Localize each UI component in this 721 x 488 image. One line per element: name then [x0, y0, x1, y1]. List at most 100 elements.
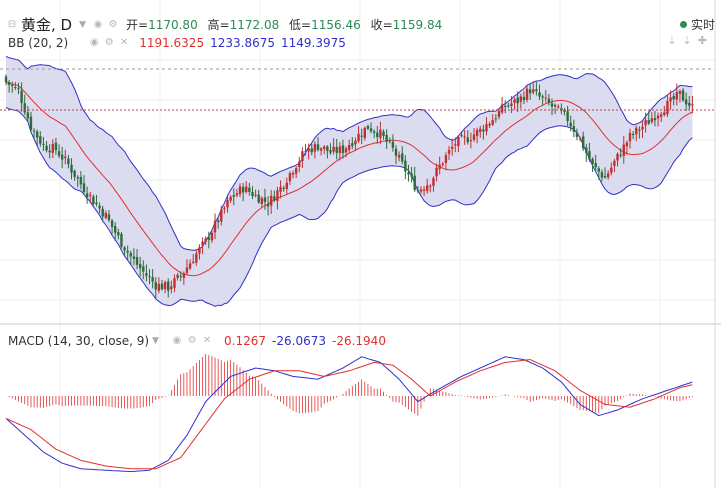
candle-body [54, 142, 58, 151]
candle [126, 245, 129, 261]
candle [338, 142, 342, 161]
eye-icon[interactable]: ◉ [172, 335, 182, 346]
macd-legend: MACD (14, 30, close, 9) ▼ ◉ ⚙ ✕ 0.1267 -… [8, 334, 386, 348]
candle [672, 92, 675, 106]
candle-body [251, 191, 254, 197]
candle-body [376, 132, 379, 138]
collapse-icon[interactable]: ⊟ [7, 18, 17, 30]
candle-body [635, 127, 638, 135]
candle [207, 231, 210, 249]
candle [666, 94, 669, 118]
chevron-down-icon[interactable]: ▼ [79, 19, 87, 30]
candle-body [179, 275, 182, 277]
symbol-title: 黄金, D [21, 16, 73, 34]
candle [104, 210, 108, 220]
candle-body [288, 173, 292, 182]
macd-value: -26.0673 [272, 334, 326, 348]
candle [426, 178, 429, 194]
candle [329, 143, 332, 155]
candle-body [585, 147, 588, 153]
candle-body [95, 202, 98, 205]
candle [606, 170, 610, 180]
candle-body [307, 148, 310, 152]
candle-body [675, 92, 678, 100]
candle-body [129, 252, 132, 257]
candle [70, 158, 73, 180]
candle-body [117, 232, 120, 236]
eye-icon[interactable]: ◉ [93, 18, 103, 30]
candle-body [154, 282, 157, 290]
candle [582, 131, 585, 151]
candle [89, 191, 92, 204]
candle-body [4, 76, 8, 83]
candle-body [201, 241, 204, 246]
candle-body [254, 194, 257, 196]
settings-icon[interactable]: ⚙ [187, 335, 197, 346]
candle [323, 145, 326, 155]
candle [257, 189, 260, 204]
candle [288, 171, 292, 186]
candle-body [7, 81, 11, 85]
candle [397, 151, 401, 162]
candle [588, 142, 591, 162]
candle-body [475, 129, 479, 136]
candle-body [660, 114, 663, 117]
candle [220, 205, 223, 226]
candle [429, 183, 432, 193]
candle-body [198, 247, 201, 254]
candle [291, 170, 295, 179]
candle-body [628, 132, 632, 142]
candle-body [114, 226, 117, 233]
candle [285, 177, 288, 195]
candle [326, 145, 329, 159]
candle [372, 129, 376, 138]
candle-body [120, 233, 123, 247]
candle [638, 126, 641, 139]
candle-body [245, 186, 248, 192]
candle [547, 93, 551, 106]
candle [238, 183, 242, 198]
candle-body [148, 276, 151, 278]
candle [522, 91, 526, 105]
candle-body [335, 147, 338, 153]
candle-body [192, 261, 195, 263]
candle [388, 137, 391, 144]
candle [135, 249, 139, 270]
candle-body [301, 151, 304, 162]
candle [188, 259, 192, 270]
candle [213, 213, 217, 240]
candle-body [14, 86, 17, 88]
settings-icon[interactable]: ⚙ [104, 37, 114, 48]
candle [469, 132, 473, 149]
close-icon[interactable]: ✕ [119, 37, 129, 48]
realtime-indicator[interactable]: 实时 [679, 16, 715, 33]
candle-body [638, 129, 641, 131]
candle-body [160, 283, 164, 290]
candle-body [472, 134, 476, 140]
candle-body [60, 154, 64, 160]
scale-tools[interactable]: ⇣⇣✚ [667, 34, 713, 47]
candle [232, 188, 235, 206]
candle-body [138, 264, 142, 269]
candle-body [669, 97, 672, 102]
chevron-down-icon[interactable]: ▼ [152, 336, 160, 346]
candle [101, 205, 104, 221]
candle [51, 139, 54, 158]
candle [631, 131, 635, 140]
candle-body [479, 128, 482, 132]
eye-icon[interactable]: ◉ [89, 37, 99, 48]
settings-icon[interactable]: ⚙ [108, 18, 118, 30]
candle [276, 186, 279, 210]
candle [625, 140, 629, 155]
candle [170, 280, 173, 294]
bb-legend: BB (20, 2) ◉ ⚙ ✕ 1191.6325 1233.8675 114… [8, 36, 346, 50]
macd-label: MACD (14, 30, close, 9) [8, 334, 150, 348]
candle-body [438, 164, 441, 170]
candle [466, 130, 469, 145]
open-label: 开= [126, 18, 149, 32]
candle-body [419, 189, 423, 192]
candle-body [547, 98, 551, 103]
candle-body [145, 273, 148, 276]
close-icon[interactable]: ✕ [202, 335, 212, 346]
candle-body [613, 160, 616, 166]
